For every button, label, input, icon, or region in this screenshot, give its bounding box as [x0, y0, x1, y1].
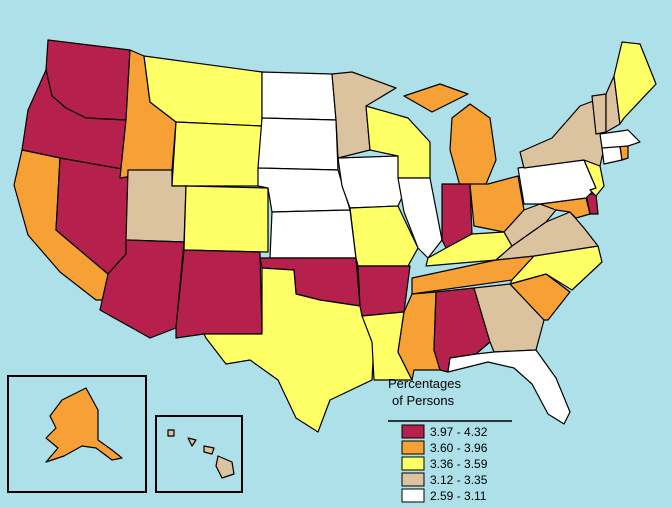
legend-label-4: 3.12 - 3.35: [430, 473, 488, 487]
legend-class-2: 3.60 - 3.96: [401, 440, 488, 455]
hawaii-inset: [155, 415, 243, 493]
legend-label-2: 3.60 - 3.96: [430, 441, 488, 455]
state-SD: [257, 117, 339, 171]
state-MI: [403, 83, 497, 187]
state-NM: [175, 249, 263, 339]
state-AR: [357, 265, 411, 317]
state-WY: [171, 121, 263, 187]
state-FL: [447, 349, 571, 425]
contiguous-states: [13, 39, 657, 433]
state-CO: [183, 185, 269, 253]
legend-label-5: 2.59 - 3.11: [430, 489, 487, 503]
state-VA: [495, 211, 599, 261]
state-MA: [599, 129, 641, 149]
legend-label-1: 3.97 - 4.32: [430, 425, 488, 439]
legend-class-3: 3.36 - 3.59: [401, 456, 488, 471]
legend-swatch-3: [401, 456, 425, 471]
legend-swatch-4: [401, 472, 425, 487]
legend-class-1: 3.97 - 4.32: [401, 424, 488, 439]
hawaii-inset-box: [155, 415, 243, 493]
legend-swatch-1: [401, 424, 425, 439]
state-AZ: [99, 239, 185, 339]
alaska-inset: [7, 375, 147, 493]
state-ME: [613, 41, 657, 125]
legend-swatch-2: [401, 440, 425, 455]
legend-swatch-5: [401, 488, 425, 503]
legend-title-line1: Percentages: [388, 376, 461, 391]
legend-classes: 3.97 - 4.32 3.60 - 3.96 3.36 - 3.59 3.12…: [401, 424, 488, 503]
state-DE: [585, 193, 599, 215]
state-KS: [269, 209, 357, 259]
state-RI: [619, 145, 629, 161]
legend-class-4: 3.12 - 3.35: [401, 472, 488, 487]
state-HI: [167, 429, 235, 479]
state-NE: [257, 167, 351, 213]
legend-label-3: 3.36 - 3.59: [430, 457, 488, 471]
legend: Percentages of Persons 3.97 - 4.32 3.60 …: [388, 376, 512, 503]
legend-title-line2: of Persons: [392, 393, 455, 408]
alaska-inset-box: [7, 375, 147, 493]
state-ND: [261, 71, 337, 121]
state-TX: [203, 267, 375, 433]
state-AK: [45, 387, 123, 463]
legend-class-5: 2.59 - 3.11: [401, 488, 487, 503]
